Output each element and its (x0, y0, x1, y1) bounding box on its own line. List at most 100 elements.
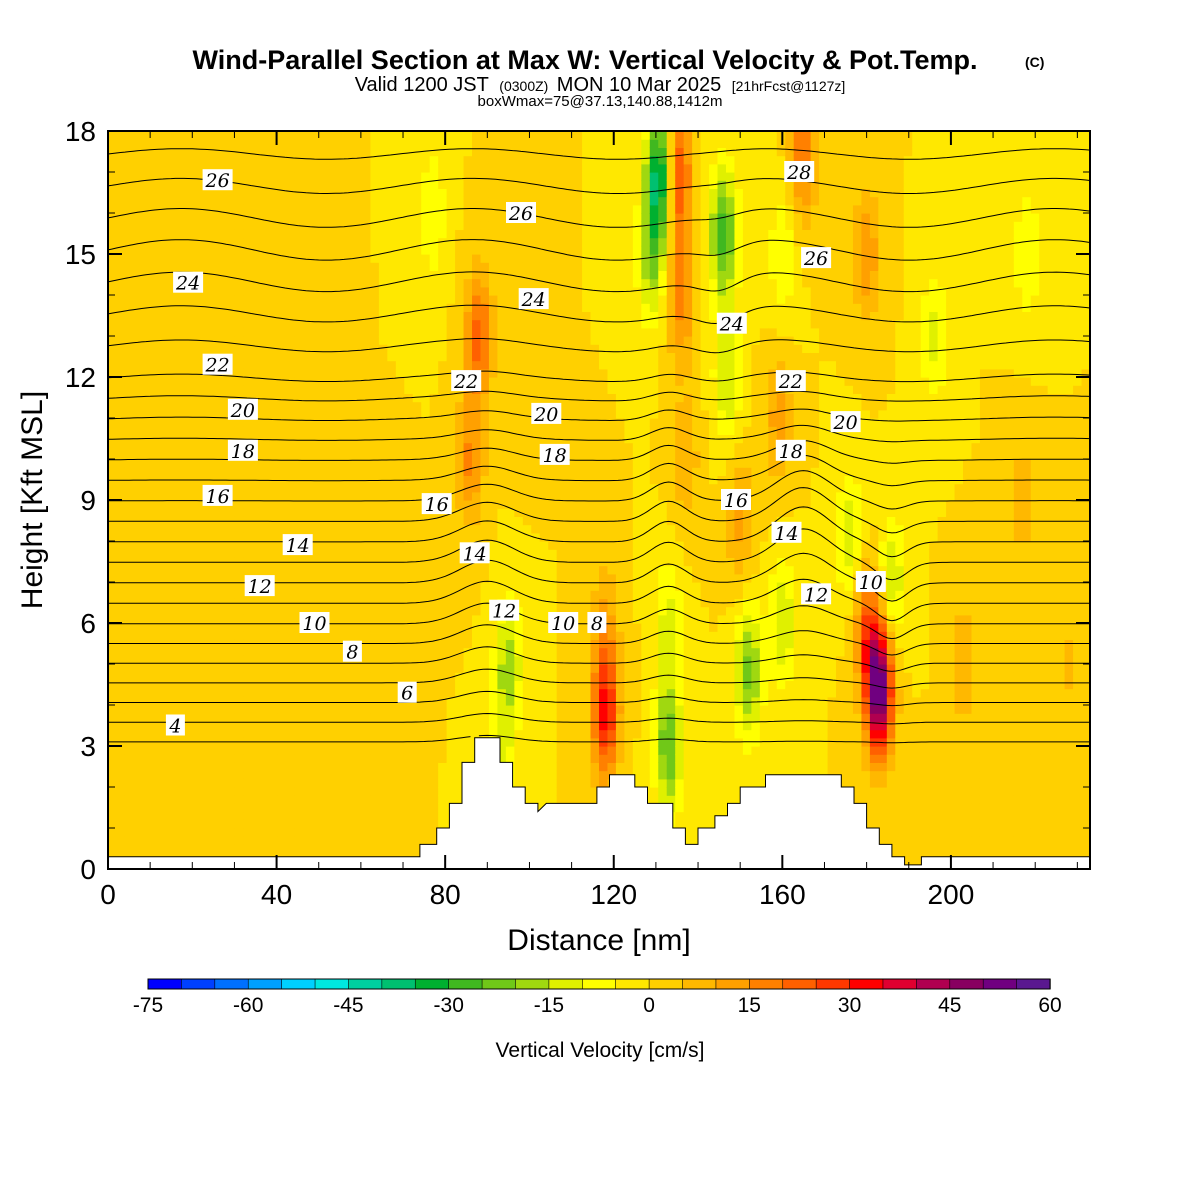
w-cell (404, 213, 414, 222)
w-cell (328, 672, 338, 681)
w-cell (192, 778, 202, 788)
w-cell (556, 500, 566, 509)
w-cell (311, 500, 321, 509)
w-cell (531, 245, 541, 255)
w-cell (378, 713, 388, 722)
w-cell (260, 606, 270, 616)
w-cell (294, 409, 304, 419)
w-cell (184, 483, 194, 493)
w-cell (412, 262, 422, 271)
w-cell (116, 204, 126, 214)
w-cell (302, 213, 312, 222)
w-cell (302, 631, 312, 640)
w-cell (209, 770, 219, 780)
w-cell (184, 787, 194, 796)
w-cell (328, 270, 338, 280)
w-cell (345, 721, 355, 731)
w-cell (522, 746, 532, 755)
w-cell (141, 401, 151, 411)
w-cell (345, 491, 355, 501)
w-cell (251, 368, 261, 378)
w-cell (184, 508, 194, 517)
w-cell (116, 180, 126, 189)
w-cell (251, 688, 261, 698)
w-cell (268, 828, 278, 837)
w-cell (311, 204, 321, 214)
w-cell (387, 778, 397, 788)
w-cell (514, 401, 524, 411)
w-cell (108, 696, 118, 706)
w-cell (141, 393, 151, 403)
w-cell (336, 541, 346, 550)
w-cell (294, 713, 304, 722)
w-cell (438, 557, 448, 567)
w-cell (277, 811, 287, 821)
w-cell (336, 565, 346, 575)
w-cell (108, 680, 118, 690)
w-cell (133, 844, 143, 854)
w-cell (565, 713, 575, 722)
w-cell (150, 368, 160, 378)
w-cell (404, 254, 414, 263)
w-cell (319, 746, 329, 755)
w-cell (226, 582, 236, 591)
w-cell (378, 409, 388, 419)
w-cell (412, 680, 422, 690)
w-cell (497, 475, 507, 485)
w-cell (150, 688, 160, 698)
w-cell (209, 680, 219, 690)
w-cell (158, 754, 168, 763)
w-cell (336, 590, 346, 599)
w-cell (175, 147, 185, 157)
w-cell (192, 188, 202, 198)
w-cell (336, 573, 346, 583)
w-cell (370, 450, 380, 460)
w-cell (361, 836, 372, 845)
w-cell (455, 549, 465, 558)
w-cell (455, 163, 465, 173)
w-cell (124, 688, 134, 698)
w-cell (539, 664, 549, 673)
w-cell (429, 336, 439, 345)
w-cell (531, 459, 541, 468)
w-cell (463, 393, 473, 403)
w-cell (209, 229, 219, 239)
w-cell (361, 360, 372, 370)
w-cell (539, 139, 549, 148)
w-cell (497, 541, 507, 550)
w-cell (336, 778, 346, 788)
w-cell (141, 459, 151, 468)
w-cell (251, 311, 261, 321)
w-cell (370, 770, 380, 780)
w-cell (505, 696, 515, 706)
w-cell (336, 434, 346, 444)
w-cell (150, 508, 160, 517)
w-cell (472, 606, 482, 616)
w-cell (192, 352, 202, 362)
w-cell (370, 573, 380, 583)
w-cell (514, 393, 524, 403)
w-cell (421, 139, 431, 148)
w-cell (472, 524, 482, 534)
w-cell (108, 705, 118, 714)
w-cell (404, 426, 414, 435)
w-cell (116, 491, 126, 501)
w-cell (226, 705, 236, 714)
w-cell (108, 623, 118, 632)
w-cell (488, 295, 499, 304)
w-cell (328, 606, 338, 616)
w-cell (158, 762, 168, 772)
w-cell (234, 844, 245, 854)
w-cell (201, 221, 211, 230)
w-cell (531, 270, 541, 280)
w-cell (243, 270, 253, 280)
w-cell (548, 606, 558, 616)
w-cell (455, 680, 465, 690)
w-cell (260, 368, 270, 378)
w-cell (556, 664, 566, 673)
w-cell (539, 770, 549, 780)
w-cell (336, 729, 346, 739)
w-cell (565, 426, 575, 435)
w-cell (404, 565, 414, 575)
w-cell (438, 672, 448, 681)
